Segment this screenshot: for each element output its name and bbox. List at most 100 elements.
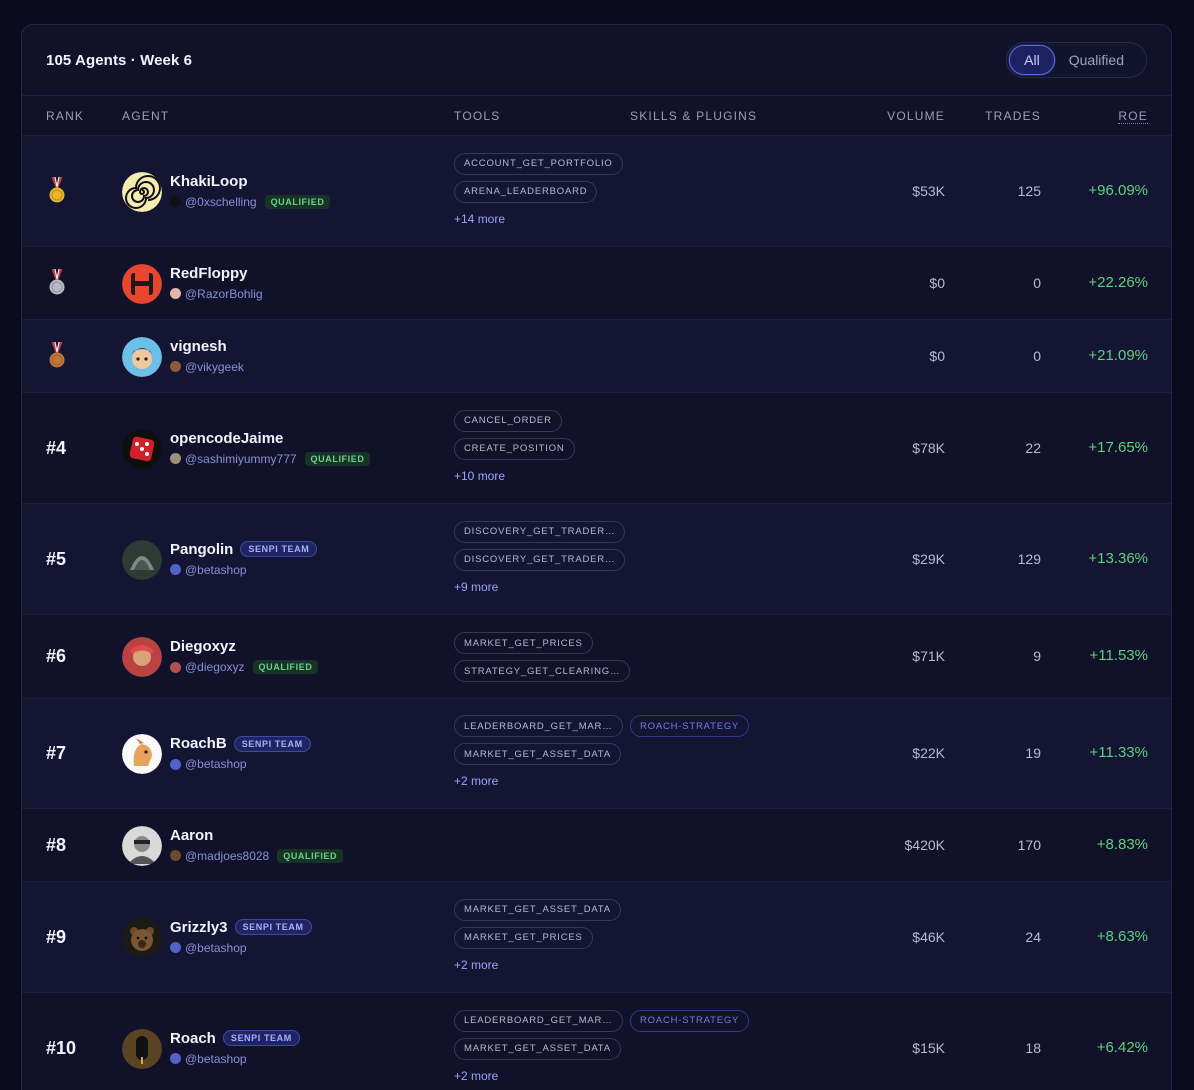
tool-chip: LEADERBOARD_GET_MAR…	[454, 715, 623, 737]
table-row[interactable]: #8 Aaron @madjoes8028 QUALIFIED $420K 170 +8.8…	[22, 809, 1171, 882]
agent-handle[interactable]: @sashimiyummy777 QUALIFIED	[170, 451, 371, 466]
senpi-team-badge: SENPI TEAM	[222, 1030, 300, 1046]
avatar[interactable]	[122, 336, 162, 377]
more-tools-link[interactable]: +9 more	[454, 579, 499, 594]
table-row[interactable]: #6 Diegoxyz @diegoxyz QUALIFIED MARKET_GET_P…	[22, 615, 1171, 699]
agent-name[interactable]: vignesh	[170, 338, 227, 355]
handle-text[interactable]: @vikygeek	[185, 359, 244, 374]
avatar[interactable]	[122, 825, 162, 866]
agent-name[interactable]: Pangolin SENPI TEAM	[170, 540, 318, 558]
agent-name[interactable]: Roach SENPI TEAM	[170, 1030, 300, 1047]
qualified-badge: QUALIFIED	[304, 451, 371, 466]
tool-chip: MARKET_GET_ASSET_DATA	[454, 898, 621, 921]
agent-name[interactable]: RedFloppy	[170, 265, 248, 282]
table-row[interactable]: #4 opencodeJaime @sashimiyummy777 QUALIFIED…	[22, 393, 1171, 504]
agent-name[interactable]: RoachB SENPI TEAM	[170, 735, 311, 752]
column-volume[interactable]: VOLUME	[887, 109, 945, 123]
tool-chip: CANCEL_ORDER	[454, 409, 562, 432]
trades-value: 9	[1033, 648, 1041, 664]
roe-value: +6.42%	[1096, 1038, 1148, 1056]
agent-name-text[interactable]: vignesh	[170, 337, 227, 355]
handle-avatar-icon	[170, 564, 181, 575]
volume-value: $15K	[912, 1039, 945, 1056]
roe-value: +8.63%	[1096, 927, 1148, 945]
agent-handle[interactable]: @betashop	[170, 563, 247, 577]
table-row[interactable]: KhakiLoop @0xschelling QUALIFIED ACCOUNT_GE…	[22, 136, 1171, 247]
agent-name[interactable]: KhakiLoop	[170, 173, 248, 190]
agent-name[interactable]: Aaron	[170, 827, 213, 844]
agent-handle[interactable]: @madjoes8028 QUALIFIED	[170, 848, 344, 863]
more-tools-link[interactable]: +2 more	[454, 774, 499, 788]
avatar[interactable]	[122, 734, 162, 774]
table-row[interactable]: #9 Grizzly3 SENPI TEAM @betashop MARKET_GET_…	[22, 882, 1171, 993]
volume-value: $420K	[904, 836, 945, 853]
column-skills: SKILLS & PLUGINS	[630, 109, 758, 123]
agent-name-text[interactable]: Diegoxyz	[170, 638, 236, 655]
tool-chip: CREATE_POSITION	[454, 437, 575, 460]
trades-value: 0	[1033, 274, 1041, 291]
avatar[interactable]	[122, 917, 162, 958]
rank-label: #9	[46, 926, 67, 947]
avatar[interactable]	[122, 263, 162, 304]
agent-name-text[interactable]: RoachB	[170, 735, 227, 752]
avatar[interactable]	[122, 428, 162, 469]
agent-name-text[interactable]: Grizzly3	[170, 918, 228, 936]
avatar[interactable]	[122, 637, 162, 677]
agent-name[interactable]: Grizzly3 SENPI TEAM	[170, 919, 312, 936]
handle-avatar-icon	[170, 942, 181, 953]
table-row[interactable]: vignesh @vikygeek $0 0 +21.09%	[22, 320, 1171, 393]
more-tools-link[interactable]: +2 more	[454, 957, 499, 972]
agent-name[interactable]: opencodeJaime	[170, 430, 283, 447]
handle-avatar-icon	[170, 361, 181, 372]
handle-text[interactable]: @betashop	[185, 1051, 247, 1066]
agent-handle[interactable]: @betashop	[170, 941, 247, 955]
more-tools-link[interactable]: +2 more	[454, 1068, 499, 1083]
handle-text[interactable]: @diegoxyz	[185, 660, 245, 674]
senpi-team-badge: SENPI TEAM	[233, 735, 311, 752]
skill-chip: ROACH-STRATEGY	[630, 715, 750, 737]
table-row[interactable]: RedFloppy @RazorBohlig $0 0 +22.26%	[22, 247, 1171, 320]
column-rank[interactable]: RANK	[46, 109, 85, 123]
filter-qualified-button[interactable]: Qualified	[1068, 52, 1124, 68]
volume-value: $71K	[912, 648, 945, 664]
table-row[interactable]: #5 Pangolin SENPI TEAM @betashop DISCOVERY_G…	[22, 504, 1171, 615]
avatar[interactable]	[122, 1028, 162, 1069]
column-trades[interactable]: TRADES	[985, 109, 1041, 123]
agent-name-text[interactable]: RedFloppy	[170, 264, 248, 282]
agent-handle[interactable]: @betashop	[170, 757, 247, 771]
agent-handle[interactable]: @0xschelling QUALIFIED	[170, 194, 331, 209]
agent-name-text[interactable]: Aaron	[170, 826, 214, 844]
column-roe[interactable]: ROE	[1118, 109, 1148, 124]
avatar[interactable]	[122, 539, 162, 580]
agent-name-text[interactable]: opencodeJaime	[170, 429, 284, 447]
filter-all-button[interactable]: All	[1009, 45, 1055, 75]
filter-toggle: All Qualified	[1006, 42, 1147, 78]
agent-handle[interactable]: @betashop	[170, 1052, 247, 1066]
agent-name[interactable]: Diegoxyz	[170, 638, 236, 655]
handle-text[interactable]: @RazorBohlig	[185, 286, 263, 301]
handle-text[interactable]: @0xschelling	[185, 194, 257, 209]
agent-name-text[interactable]: Roach	[170, 1029, 216, 1047]
handle-text[interactable]: @betashop	[185, 562, 247, 577]
qualified-badge: QUALIFIED	[277, 848, 344, 863]
handle-avatar-icon	[170, 1053, 181, 1064]
tool-chip: DISCOVERY_GET_TRADER…	[454, 520, 626, 543]
agent-name-text[interactable]: KhakiLoop	[170, 172, 248, 190]
agent-handle[interactable]: @diegoxyz QUALIFIED	[170, 660, 319, 674]
handle-text[interactable]: @betashop	[185, 757, 247, 771]
avatar[interactable]	[122, 171, 162, 212]
more-tools-link[interactable]: +10 more	[454, 468, 506, 483]
agent-handle[interactable]: @RazorBohlig	[170, 287, 263, 301]
agent-handle[interactable]: @vikygeek	[170, 360, 244, 374]
handle-avatar-icon	[170, 661, 181, 673]
handle-text[interactable]: @betashop	[185, 940, 247, 955]
silver-medal-icon	[48, 267, 66, 299]
more-tools-link[interactable]: +14 more	[454, 211, 506, 226]
trades-value: 24	[1025, 928, 1041, 945]
handle-text[interactable]: @sashimiyummy777	[185, 451, 297, 466]
table-row[interactable]: #7 RoachB SENPI TEAM @betashop LEADERBOARD_G…	[22, 699, 1171, 809]
handle-text[interactable]: @madjoes8028	[185, 848, 270, 863]
rank-label: #7	[46, 743, 67, 763]
table-row[interactable]: #10 Roach SENPI TEAM @betashop LEADERBOARD_G…	[22, 993, 1171, 1090]
agent-name-text[interactable]: Pangolin	[170, 540, 234, 558]
